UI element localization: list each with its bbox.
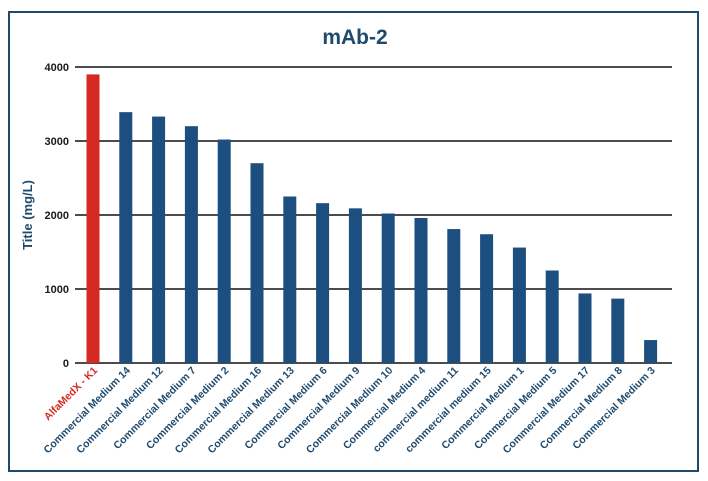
y-tick-label: 0: [63, 358, 69, 370]
y-tick-label: 4000: [45, 62, 69, 74]
bar: [119, 112, 133, 363]
bar: [414, 217, 428, 363]
bar: [86, 74, 100, 364]
bar: [644, 340, 658, 363]
bar: [545, 270, 559, 363]
y-tick-label: 3000: [45, 136, 69, 148]
gridlines: [75, 66, 672, 364]
y-tick-label: 1000: [45, 284, 69, 296]
bar: [348, 208, 362, 363]
bar: [512, 247, 526, 363]
y-axis-label: Title (mg/L): [20, 180, 35, 250]
bar: [152, 116, 166, 363]
bar: [316, 203, 330, 363]
chart-title: mAb-2: [322, 26, 387, 49]
bar: [250, 163, 264, 363]
y-tick-label: 2000: [45, 210, 69, 222]
bar: [578, 293, 592, 363]
bar: [381, 213, 395, 363]
y-axis-ticks: 0 1000 2000 3000 4000: [45, 62, 69, 370]
bar: [611, 298, 625, 363]
bar: [217, 139, 231, 363]
bars: [86, 74, 658, 364]
bar: [447, 229, 461, 363]
bar: [184, 126, 198, 363]
bar: [283, 196, 297, 363]
bar: [480, 234, 494, 363]
